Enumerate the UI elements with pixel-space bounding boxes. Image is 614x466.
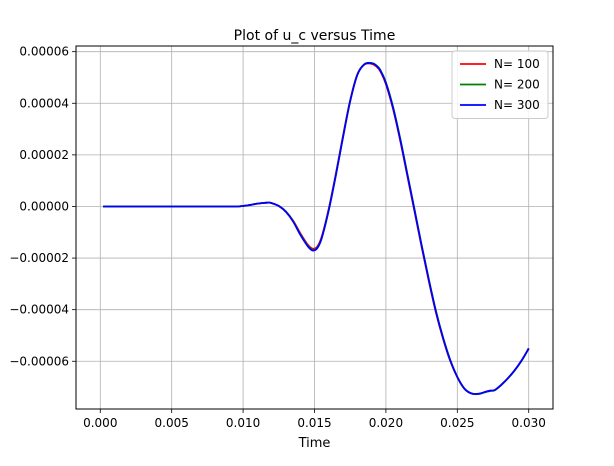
legend: N= 100 N= 200 N= 300 [451,50,549,119]
ticks-layer: 0.000 0.005 0.010 0.015 0.020 0.025 0.030 0.000… [9,45,546,430]
legend-label: N= 200 [494,78,540,92]
x-tick-label: 0.015 [297,416,331,430]
x-axis-label: Time [298,436,331,451]
chart-title: Plot of u_c versus Time [234,28,396,44]
x-tick-label: 0.005 [155,416,189,430]
x-tick-label: 0.030 [512,416,546,430]
y-tick-label: 0.00002 [19,148,69,162]
y-tick-label: 0.00000 [19,199,69,213]
legend-label: N= 300 [494,98,540,112]
x-tick-label: 0.020 [369,416,403,430]
x-tick-label: 0.010 [226,416,260,430]
series-layer [103,61,530,396]
x-tick-label: 0.025 [440,416,474,430]
y-tick-label: 0.00004 [19,96,69,110]
y-tick-label: −0.00004 [9,303,69,317]
series-line-3 [103,62,530,395]
y-tick-label: −0.00006 [9,354,69,368]
legend-label: N= 100 [494,57,540,71]
y-tick-label: −0.00002 [9,251,69,265]
legend-box [451,50,549,119]
x-tick-label: 0.000 [83,416,117,430]
y-tick-label: 0.00006 [19,45,69,59]
